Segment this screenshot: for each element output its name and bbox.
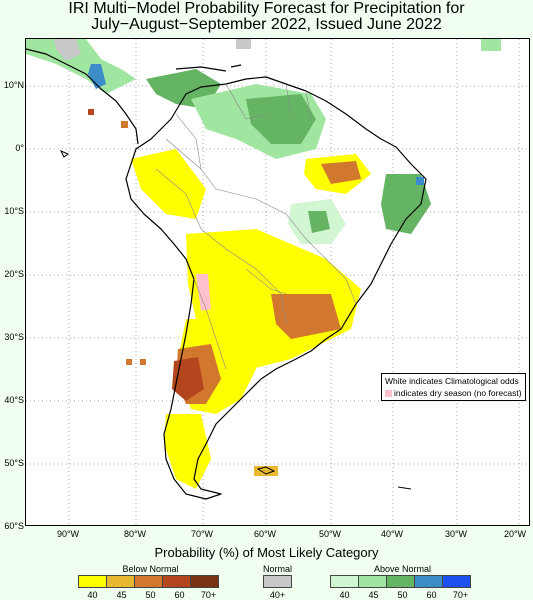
island-south-georgia <box>397 486 412 490</box>
tick-below-60: 60 <box>174 590 185 600</box>
forecast-map: White indicates Climatological odds indi… <box>25 38 530 526</box>
forecast-shading <box>26 39 501 489</box>
swatch-normal-40 <box>263 575 292 588</box>
colorbar-above-normal: Above Normal 40 45 50 60 70+ <box>330 564 475 600</box>
below-normal-region-southern-brazil <box>271 294 341 339</box>
colorbar-above-normal-label: Above Normal <box>373 564 432 574</box>
above-normal-region-northeast-tip <box>416 177 424 185</box>
dry-season-swatch <box>385 390 392 397</box>
climatology-note-text: White indicates Climatological odds <box>385 376 519 386</box>
lat-label-50s: 50°S <box>4 458 24 468</box>
lon-label-50w: 50°W <box>318 529 342 539</box>
tick-below-40: 40 <box>87 590 98 600</box>
swatch-below-40 <box>78 575 107 588</box>
lon-label-20w: 20°W <box>503 529 527 539</box>
lon-label-90w: 90°W <box>56 529 80 539</box>
lon-label-40w: 40°W <box>380 529 404 539</box>
lat-label-10n: 10°N <box>3 80 24 90</box>
swatch-below-45 <box>106 575 135 588</box>
swatch-above-70 <box>442 575 471 588</box>
dry-season-region-atacama <box>196 274 211 311</box>
lat-label-30s: 30°S <box>4 332 24 342</box>
dry-season-note-text: indicates dry season (no forecast) <box>394 388 522 398</box>
tick-above-40: 40 <box>339 590 350 600</box>
lat-label-10s: 10°S <box>4 206 24 216</box>
normal-region-caribbean <box>236 39 251 49</box>
above-normal-region-northeast-brazil <box>381 174 431 234</box>
below-normal-region-pacific-1 <box>126 359 132 365</box>
swatch-above-40 <box>330 575 359 588</box>
lon-label-60w: 60°W <box>253 529 277 539</box>
island-falklands <box>256 466 276 475</box>
tick-above-45: 45 <box>368 590 379 600</box>
tick-above-70: 70+ <box>452 590 469 600</box>
colorbar-below-normal-label: Below Normal <box>122 564 179 574</box>
above-normal-region-central-america-blue <box>88 64 106 89</box>
islands <box>59 150 412 490</box>
above-normal-region-amazon-core <box>308 211 330 233</box>
dry-season-note: indicates dry season (no forecast) <box>385 387 522 399</box>
lat-label-0: 0° <box>15 143 24 153</box>
coastline-caribbean-islands <box>175 64 242 72</box>
colorbar-below-normal: Below Normal 40 45 50 60 70+ <box>78 564 223 600</box>
tick-above-50: 50 <box>397 590 408 600</box>
map-canvas <box>26 39 529 525</box>
colorbar-title: Probability (%) of Most Likely Category <box>154 545 379 560</box>
below-normal-region-northern-brazil-core <box>321 161 361 184</box>
below-normal-region-ecuador-peru <box>131 149 206 219</box>
colorbar-normal-label: Normal <box>263 564 293 574</box>
swatch-below-50 <box>134 575 163 588</box>
colorbar-normal: Normal 40+ <box>263 564 292 600</box>
above-normal-region-central-america <box>26 39 136 94</box>
map-title-line1: IRI Multi−Model Probability Forecast for… <box>68 0 465 17</box>
below-normal-region-pacific-4 <box>88 109 94 115</box>
swatch-below-70 <box>190 575 219 588</box>
lon-label-80w: 80°W <box>123 529 147 539</box>
above-normal-region-guianas <box>246 94 316 144</box>
below-normal-region-patagonia <box>164 414 211 489</box>
swatch-below-60 <box>162 575 191 588</box>
country-borders <box>155 83 357 370</box>
below-normal-region-pacific-2 <box>140 359 146 365</box>
below-normal-region-chile-core <box>172 357 204 401</box>
island-galapagos <box>59 150 69 158</box>
lon-label-70w: 70°W <box>190 529 214 539</box>
tick-normal-40: 40+ <box>269 590 286 600</box>
tick-above-60: 60 <box>426 590 437 600</box>
tick-below-70: 70+ <box>200 590 217 600</box>
swatch-above-45 <box>358 575 387 588</box>
below-normal-region-pacific-3 <box>121 121 128 128</box>
coastline-central-america <box>26 48 139 145</box>
lat-label-20s: 20°S <box>4 269 24 279</box>
tick-below-45: 45 <box>116 590 127 600</box>
above-normal-region-atlantic <box>481 39 501 51</box>
map-title-line2: July−August−September 2022, Issued June … <box>91 16 442 33</box>
swatch-above-60 <box>414 575 443 588</box>
normal-region-mexico <box>54 39 81 61</box>
climatology-note-box: White indicates Climatological odds indi… <box>381 373 526 401</box>
swatch-above-50 <box>386 575 415 588</box>
tick-below-50: 50 <box>145 590 156 600</box>
lat-label-40s: 40°S <box>4 395 24 405</box>
lat-label-60s: 60°S <box>4 521 24 531</box>
lon-label-30w: 30°W <box>444 529 468 539</box>
